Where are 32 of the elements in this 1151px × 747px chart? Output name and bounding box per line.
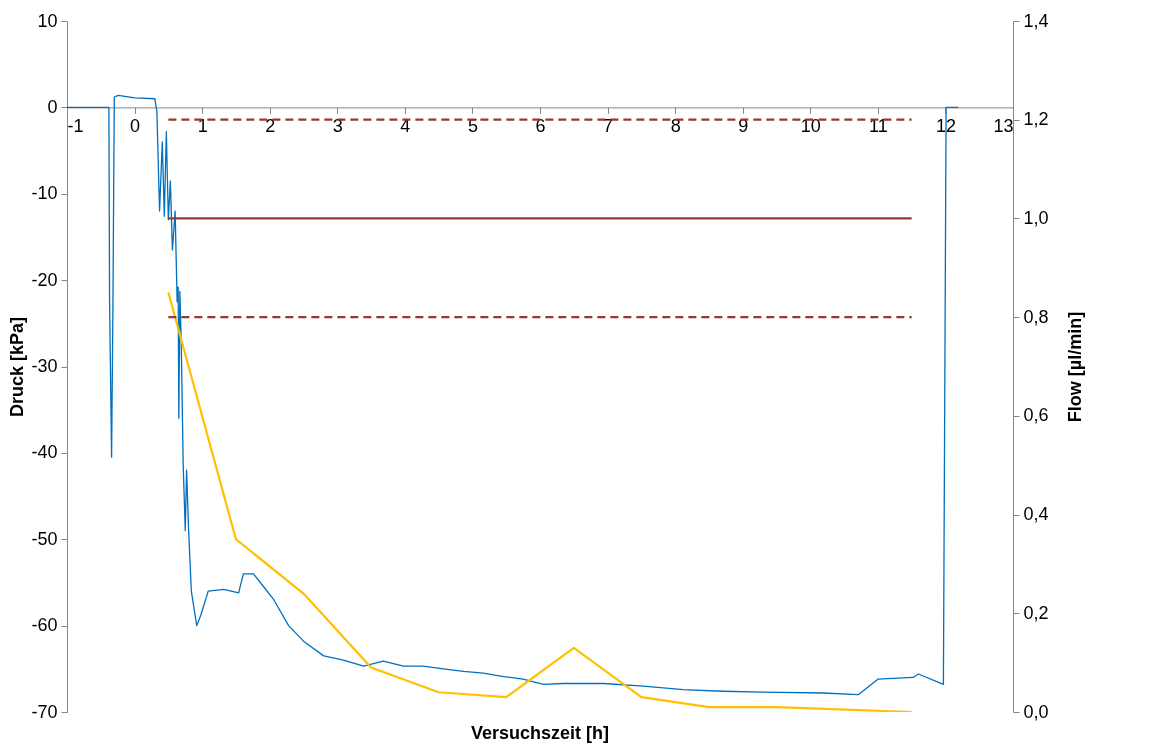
y2-tick-label: 1,2 (1023, 109, 1049, 130)
y-tick-label: -70 (31, 701, 58, 722)
x-tick-label: 10 (800, 115, 821, 136)
x-tick-label: 2 (265, 115, 276, 136)
x-tick-label: 13 (993, 115, 1014, 136)
y2-tick-label: 1,4 (1023, 10, 1049, 31)
y2-tick-label: 0,0 (1023, 701, 1049, 722)
x-tick-label: 3 (332, 115, 343, 136)
y-tick-label: 10 (37, 10, 58, 31)
y2-tick-label: 1,0 (1023, 207, 1049, 228)
y-tick-label: -60 (31, 615, 58, 636)
line-series (167, 291, 913, 712)
y2-tick-label: 0,6 (1023, 405, 1049, 426)
y2-tick-label: 0,8 (1023, 306, 1049, 327)
y2-tick-label: 0,4 (1023, 504, 1049, 525)
x-tick-label: 6 (535, 115, 546, 136)
x-tick-label: 1 (197, 115, 208, 136)
x-tick-label: 8 (670, 115, 681, 136)
y-axis-title: Druck [kPa] (7, 316, 28, 418)
y-tick-label: -10 (31, 183, 58, 204)
x-axis-title: Versuchszeit [h] (470, 723, 610, 743)
y-tick-label: -50 (31, 528, 58, 549)
x-tick-label: 0 (130, 115, 141, 136)
y-tick-label: 0 (47, 96, 58, 117)
y-tick-label: -30 (31, 356, 58, 376)
x-tick-label: 11 (869, 115, 888, 136)
y2-tick-label: 0,2 (1023, 602, 1049, 623)
x-tick-label: -1 (67, 115, 84, 136)
y-tick-label: -20 (31, 269, 58, 290)
y-tick-label: -40 (31, 442, 58, 463)
line-series (67, 94, 959, 696)
y2-axis-title: Flow [µl/min] (1064, 311, 1085, 423)
